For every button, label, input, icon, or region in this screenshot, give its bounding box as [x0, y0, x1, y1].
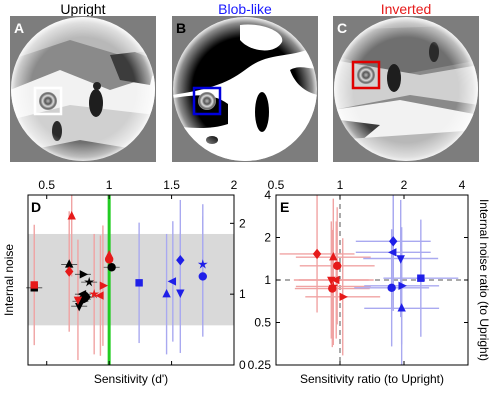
chart-d-point-inverted-3 [73, 296, 83, 306]
chart-e-point-blob-6 [397, 303, 406, 312]
chart-d-ylabel: Internal noise [2, 244, 16, 316]
chart-d-point-inverted-6 [99, 281, 109, 290]
chart-e-ytick-label-4: 4 [264, 188, 271, 202]
chart-d-point-upright-3 [84, 276, 95, 287]
panel-c-frame [351, 60, 381, 90]
panel-c: Inverted C [333, 1, 479, 162]
chart-d-point-inverted-8 [104, 255, 114, 264]
chart-d-point-upright-7 [74, 303, 84, 312]
chart-e-ytick-label-0: 0.25 [248, 358, 272, 372]
panel-b-frame [192, 86, 222, 116]
chart-d-point-upright-2 [79, 270, 89, 279]
chart-e-ylabel: Internal noise ratio (to Upright) [477, 199, 490, 361]
chart-d-xtick-label-0: 0.5 [38, 178, 55, 192]
chart-d-point-inverted-5 [89, 288, 100, 299]
chart-e-point-blob-2 [396, 255, 405, 264]
panel-b: Blob-like B [172, 1, 318, 162]
chart-d-shaded-band [28, 233, 234, 326]
panel-a-letter: A [14, 20, 24, 36]
chart-e-point-inverted-7 [339, 292, 348, 302]
chart-e-point-blob-5 [387, 283, 396, 293]
chart-d-marks [26, 195, 234, 365]
chart-e-ticks: 0.5 1 2 4 0.25 0.5 1 2 4 [248, 178, 469, 372]
chart-e-xtick-label-2: 2 [401, 178, 408, 192]
chart-d-xtick-label-1: 1 [106, 178, 113, 192]
chart-d-point-upright-9 [107, 263, 116, 272]
chart-d-point-upright-1 [65, 259, 74, 268]
panel-a-target [39, 92, 57, 110]
chart-e-point-inverted-4 [331, 275, 340, 285]
chart-d-point-blob-3 [176, 289, 185, 298]
panel-b-letter: B [176, 20, 186, 36]
chart-d-point-inverted-4 [95, 291, 104, 300]
chart-e-point-blob-0 [389, 236, 398, 247]
panel-a-title: Upright [60, 1, 105, 17]
chart-d-ytick-label-0: 0 [239, 358, 246, 372]
chart-d-point-blob-1 [162, 288, 171, 298]
chart-d-xtick-label-2: 1.5 [163, 178, 180, 192]
panel-b-photo [173, 17, 317, 161]
chart-e-xtick-label-3: 4 [459, 178, 466, 192]
chart-e-xtick-label-1: 1 [337, 178, 344, 192]
panel-b-title: Blob-like [218, 1, 272, 17]
chart-d-xtick-label-3: 2 [231, 178, 238, 192]
chart-d-point-blob-0 [135, 279, 143, 287]
chart-e-point-inverted-0 [312, 248, 322, 260]
chart-e-ytick-label-3: 2 [264, 231, 271, 245]
chart-e-marks [276, 195, 468, 365]
panel-a-frame [33, 86, 63, 116]
chart-e-point-inverted-2 [332, 261, 342, 271]
chart-e-ytick-label-2: 1 [264, 273, 271, 287]
chart-d-point-blob-2 [167, 277, 177, 286]
panel-a: Upright A [10, 1, 156, 162]
chart-d-point-inverted-1 [67, 211, 76, 220]
chart-e-letter: E [280, 199, 289, 215]
chart-d-point-blob-4 [176, 254, 185, 266]
panel-c-letter: C [337, 20, 347, 36]
chart-d-point-blob-5 [197, 259, 208, 269]
chart-e-ytick-label-1: 0.5 [254, 316, 271, 330]
chart-d: 0.5 1 1.5 2 0 1 2 D Sensitivity (d') Internal … [2, 178, 246, 386]
chart-e-point-inverted-6 [328, 284, 337, 293]
chart-d-frame [27, 194, 235, 366]
chart-d-point-inverted-2 [65, 266, 74, 277]
chart-d-letter: D [31, 199, 41, 215]
chart-d-point-blob-6 [198, 272, 207, 281]
chart-e-point-inverted-1 [329, 252, 338, 261]
panel-c-title: Inverted [381, 1, 432, 17]
chart-d-point-inverted-0 [30, 281, 38, 289]
chart-d-xlabel: Sensitivity (d') [94, 372, 168, 386]
chart-e-point-blob-3 [417, 274, 425, 282]
panel-b-target [198, 92, 216, 110]
chart-e-point-blob-4 [398, 281, 407, 290]
chart-e-xlabel: Sensitivity ratio (to Upright) [300, 372, 444, 386]
chart-d-ytick-label-2: 2 [239, 216, 246, 230]
panel-c-target [357, 66, 375, 84]
chart-d-ytick-label-1: 1 [239, 287, 246, 301]
chart-d-ticks: 0.5 1 1.5 2 0 1 2 [38, 178, 246, 372]
chart-e-xtick-label-0: 0.5 [268, 178, 285, 192]
chart-e: 0.5 1 2 4 0.25 0.5 1 2 4 E Sensitivity ratio (to… [248, 178, 490, 386]
chart-e-point-blob-1 [388, 248, 397, 257]
